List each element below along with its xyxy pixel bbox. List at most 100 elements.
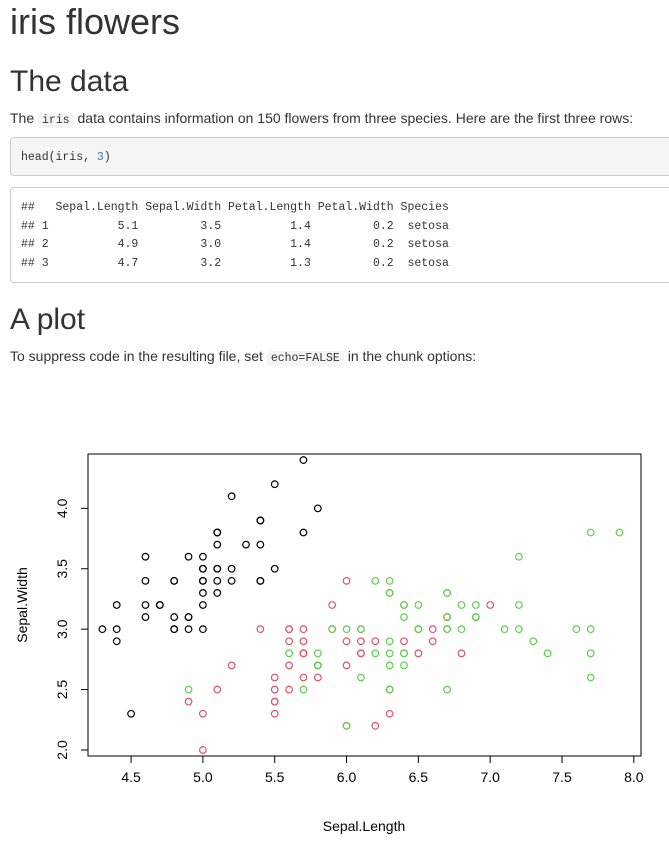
data-point bbox=[342, 637, 351, 646]
data-point bbox=[457, 625, 466, 634]
data-point bbox=[256, 540, 265, 549]
data-point bbox=[400, 649, 408, 658]
plot-text-start: To suppress code in the resulting file, … bbox=[10, 348, 267, 364]
data-point bbox=[299, 528, 308, 537]
data-point bbox=[256, 625, 265, 634]
x-tick-label: 6.5 bbox=[409, 769, 429, 785]
data-point bbox=[270, 673, 279, 682]
data-point bbox=[299, 685, 308, 694]
data-point bbox=[342, 721, 351, 730]
data-point bbox=[385, 685, 394, 694]
data-point bbox=[213, 528, 222, 537]
data-point bbox=[98, 625, 107, 634]
data-point bbox=[400, 637, 408, 646]
data-point bbox=[385, 576, 394, 585]
data-point bbox=[299, 673, 308, 682]
data-point bbox=[515, 552, 523, 561]
code-number: 3 bbox=[96, 151, 104, 164]
data-point bbox=[199, 601, 207, 609]
data-point bbox=[213, 564, 222, 573]
data-point bbox=[112, 625, 121, 634]
data-point bbox=[227, 661, 236, 670]
x-axis: 4.5 5.0 5.5 6.0 6.5 7.0 7.5 8.0 bbox=[121, 755, 644, 785]
data-point bbox=[299, 637, 308, 646]
y-tick-label: 2.5 bbox=[54, 680, 70, 700]
data-point bbox=[199, 552, 207, 561]
data-point bbox=[385, 649, 394, 658]
data-point bbox=[184, 613, 193, 621]
data-point bbox=[428, 625, 437, 634]
x-tick-label: 6.0 bbox=[337, 769, 357, 785]
data-point bbox=[270, 697, 279, 706]
data-point bbox=[486, 601, 495, 609]
data-point bbox=[515, 601, 523, 609]
data-point bbox=[213, 685, 222, 694]
y-axis-title: Sepal.Width bbox=[14, 567, 30, 642]
output-line: ## Sepal.Length Sepal.Width Petal.Length… bbox=[21, 201, 449, 214]
data-point bbox=[170, 625, 179, 634]
section-heading-plot: A plot bbox=[10, 303, 86, 336]
data-point bbox=[342, 625, 351, 634]
output-line: ## 1 5.1 3.5 1.4 0.2 setosa bbox=[21, 219, 449, 233]
data-point bbox=[256, 516, 265, 525]
code-close-paren: ) bbox=[103, 151, 111, 164]
data-point bbox=[443, 625, 451, 634]
data-point bbox=[141, 576, 150, 585]
data-point bbox=[270, 709, 279, 718]
data-point bbox=[572, 625, 581, 634]
data-point bbox=[385, 589, 394, 597]
data-point bbox=[313, 661, 322, 670]
data-point bbox=[385, 661, 394, 670]
output-line: ## 2 4.9 3.0 1.4 0.2 setosa bbox=[21, 238, 449, 251]
data-point bbox=[400, 601, 408, 609]
data-point bbox=[342, 576, 351, 585]
data-point bbox=[471, 613, 480, 621]
plot-paragraph: To suppress code in the resulting file, … bbox=[10, 346, 476, 369]
data-point bbox=[213, 540, 222, 549]
intro-text-start: The bbox=[10, 110, 39, 126]
data-point bbox=[357, 649, 365, 658]
section-heading-data: The data bbox=[10, 65, 129, 98]
scatter-plot: 4.5 5.0 5.5 6.0 6.5 7.0 7.5 8.0 2.0 2.5 3.0 3.5 4.0… bbox=[14, 453, 644, 834]
data-point bbox=[357, 637, 365, 646]
data-point bbox=[313, 673, 322, 682]
data-point bbox=[342, 661, 351, 670]
data-point bbox=[199, 625, 207, 634]
data-points bbox=[98, 456, 624, 754]
data-point bbox=[371, 637, 380, 646]
inline-code-iris: iris bbox=[38, 113, 74, 128]
x-axis-title: Sepal.Length bbox=[323, 818, 406, 834]
data-point bbox=[385, 637, 394, 646]
data-point bbox=[227, 564, 236, 573]
data-point bbox=[141, 613, 150, 621]
data-point bbox=[227, 576, 236, 585]
data-point bbox=[184, 697, 193, 706]
data-point bbox=[199, 709, 207, 718]
data-point bbox=[615, 528, 624, 537]
data-point bbox=[586, 673, 595, 682]
data-point bbox=[515, 625, 523, 634]
data-point bbox=[256, 576, 265, 585]
data-point bbox=[285, 649, 293, 658]
data-point bbox=[500, 625, 509, 634]
plot-frame bbox=[87, 453, 642, 757]
data-point bbox=[213, 589, 222, 597]
x-tick-label: 5.5 bbox=[265, 769, 285, 785]
data-point bbox=[112, 601, 121, 609]
x-tick-label: 5.0 bbox=[193, 769, 213, 785]
data-point bbox=[586, 528, 595, 537]
y-tick-label: 3.5 bbox=[54, 559, 70, 579]
x-tick-label: 4.5 bbox=[121, 769, 141, 785]
data-point bbox=[127, 709, 135, 718]
data-point bbox=[400, 661, 408, 670]
data-point bbox=[328, 601, 337, 609]
data-point bbox=[184, 685, 193, 694]
data-point bbox=[299, 649, 308, 658]
data-point bbox=[285, 661, 293, 670]
data-point bbox=[285, 685, 293, 694]
data-point bbox=[155, 601, 164, 609]
data-point bbox=[199, 746, 207, 754]
data-point bbox=[285, 637, 293, 646]
data-point bbox=[414, 625, 423, 634]
data-point bbox=[443, 613, 451, 621]
